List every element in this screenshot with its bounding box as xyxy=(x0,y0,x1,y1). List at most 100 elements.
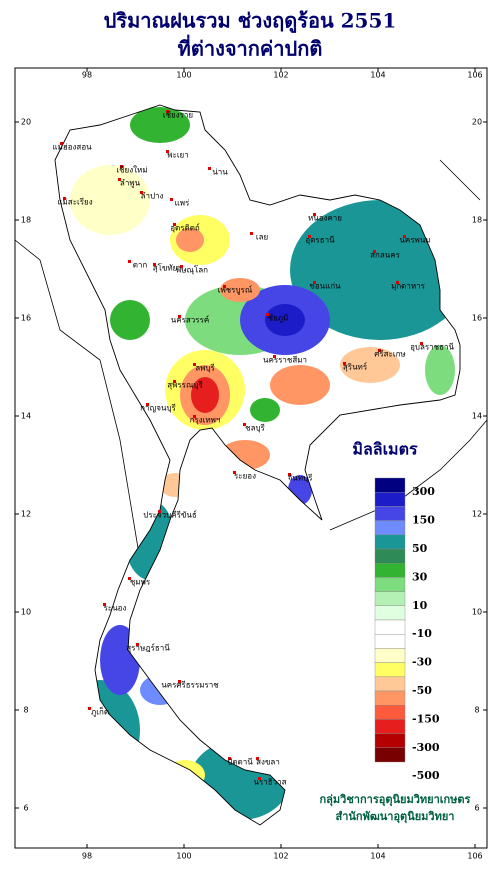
legend-swatch xyxy=(374,534,406,550)
place-name: สงขลา xyxy=(256,758,280,767)
place-name: ชลบุรี xyxy=(245,424,265,433)
credit: สำนักพัฒนาอุตุนิยมวิทยา xyxy=(336,810,455,824)
station-dot xyxy=(158,510,161,513)
place-name: เชียงราย xyxy=(163,111,193,120)
station-dot xyxy=(146,403,149,406)
legend-swatch xyxy=(374,634,406,649)
legend-label: -10 xyxy=(412,627,432,640)
place-name: ภูเก็ต xyxy=(91,707,109,718)
station-dot xyxy=(233,471,236,474)
place-name: สุโขทัย xyxy=(153,263,178,273)
station-dot xyxy=(140,191,143,194)
place-name: หนองคาย xyxy=(308,214,342,223)
legend-label: 30 xyxy=(412,570,428,583)
place-name: แม่ฮ่องสอน xyxy=(52,143,92,152)
place-name: ขอนแก่น xyxy=(309,282,341,291)
lat-tick-label: 8 xyxy=(474,706,479,715)
place-name: แพร่ xyxy=(175,199,190,208)
legend-swatch xyxy=(374,520,406,535)
lat-tick-label: 10 xyxy=(472,608,482,617)
place-name: ลำพูน xyxy=(120,179,141,189)
place-name: อุดรธานี xyxy=(305,236,335,245)
place-name: น่าน xyxy=(212,168,228,177)
place-name: ชัยภูมิ xyxy=(268,314,289,324)
station-dot xyxy=(118,178,121,181)
legend-swatch xyxy=(374,577,406,592)
station-dot xyxy=(178,680,181,683)
legend-title: มิลลิเมตร xyxy=(352,440,418,459)
station-dot xyxy=(308,235,311,238)
station-dot xyxy=(120,165,123,168)
lat-tick-label: 8 xyxy=(23,706,28,715)
place-name: สุรินทร์ xyxy=(343,362,368,372)
lat-tick-label: 18 xyxy=(472,216,482,225)
lat-tick-label: 6 xyxy=(474,804,479,813)
place-name: นครศรีธรรมราช xyxy=(161,681,219,690)
legend-swatch xyxy=(374,591,406,606)
legend-swatch xyxy=(374,648,406,663)
legend-swatch xyxy=(374,548,406,564)
lon-tick-label: 100 xyxy=(176,71,191,80)
station-dot xyxy=(178,315,181,318)
station-dot xyxy=(313,281,316,284)
place-name: ชุมพร xyxy=(130,578,151,587)
place-name: อุตรดิตถ์ xyxy=(170,223,200,233)
lon-tick-label: 102 xyxy=(273,852,288,861)
station-dot xyxy=(193,363,196,366)
station-dot xyxy=(103,603,106,606)
station-dot xyxy=(153,263,156,266)
station-dot xyxy=(170,198,173,201)
legend-swatch xyxy=(374,733,406,748)
legend-swatch xyxy=(374,477,406,493)
lat-tick-label: 16 xyxy=(472,314,482,323)
place-name: จันทบุรี xyxy=(288,474,314,483)
station-dot xyxy=(396,281,399,284)
station-dot xyxy=(266,313,269,316)
place-name: เลย xyxy=(256,233,268,242)
station-dot xyxy=(378,349,381,352)
place-name: นครสวรรค์ xyxy=(171,315,209,325)
station-dot xyxy=(166,150,169,153)
station-dot xyxy=(288,473,291,476)
place-name: แม่สะเรียง xyxy=(57,198,92,207)
place-name: ศรีสะเกษ xyxy=(374,350,405,359)
lat-tick-label: 18 xyxy=(21,216,31,225)
legend-label: 300 xyxy=(412,485,435,498)
station-dot xyxy=(228,757,231,760)
title-line: ที่ต่างจากค่าปกติ xyxy=(178,34,323,61)
legend-swatch xyxy=(374,747,406,763)
legend-swatch xyxy=(374,676,406,692)
lon-tick-label: 102 xyxy=(273,71,288,80)
station-dot xyxy=(343,362,346,365)
place-name: ตาก xyxy=(133,261,148,270)
lat-tick-label: 14 xyxy=(21,412,31,421)
lat-tick-label: 12 xyxy=(21,510,31,519)
legend-label: 150 xyxy=(412,514,435,527)
lat-tick-label: 20 xyxy=(21,118,31,127)
lat-tick-label: 20 xyxy=(472,118,482,127)
title-line: ปริมาณฝนรวม ช่วงฤดูร้อน 2551 xyxy=(104,9,397,35)
place-name: ระนอง xyxy=(104,604,127,613)
station-dot xyxy=(88,707,91,710)
station-dot xyxy=(136,643,139,646)
place-name: สุพรรณบุรี xyxy=(167,381,203,390)
place-name: กาญจนบุรี xyxy=(140,404,176,413)
place-name: นราธิวาส xyxy=(253,778,286,787)
station-dot xyxy=(243,423,246,426)
place-name: กรุงเทพฯ xyxy=(190,416,221,425)
lon-tick-label: 106 xyxy=(467,71,482,80)
legend-swatch xyxy=(374,662,406,677)
legend-label: 50 xyxy=(412,542,428,555)
station-dot xyxy=(208,167,211,170)
lat-tick-label: 12 xyxy=(472,510,482,519)
legend-swatch xyxy=(374,690,406,706)
lon-tick-label: 100 xyxy=(176,852,191,861)
station-dot xyxy=(313,213,316,216)
station-dot xyxy=(128,260,131,263)
lat-tick-label: 6 xyxy=(23,804,28,813)
place-name: อุบลราชธานี xyxy=(410,343,454,352)
place-name: พะเยา xyxy=(167,151,188,160)
station-dot xyxy=(63,197,66,200)
station-dot xyxy=(250,232,253,235)
